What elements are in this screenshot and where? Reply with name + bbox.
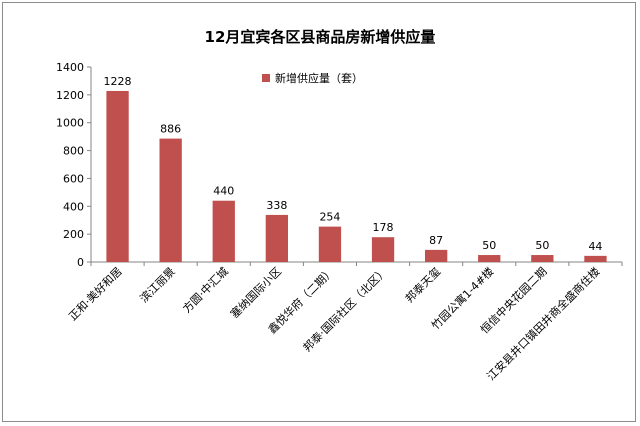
bar	[106, 90, 129, 262]
category-label: 邦泰·国际社区（北区）	[300, 264, 390, 354]
category-label: 邦泰天玺	[402, 264, 443, 305]
bar	[318, 226, 342, 262]
y-tick-label: 600	[63, 172, 84, 185]
category-label: 江安县井口镇田井商全盛商住楼	[484, 264, 603, 383]
bar	[424, 249, 448, 262]
y-tick-label: 1000	[56, 117, 84, 130]
legend-label: 新增供应量（套）	[275, 71, 363, 85]
data-label: 87	[429, 234, 443, 247]
category-labels: 正和·美好和居 滨江丽景 方圆·中汇城塞纳国际小区鑫悦华府（二期）邦泰·国际社区（北…	[66, 264, 603, 383]
data-label: 1228	[104, 75, 132, 88]
legend: 新增供应量（套）	[262, 71, 363, 85]
bar	[531, 255, 554, 262]
data-label: 50	[482, 239, 496, 252]
category-label: 塞纳国际小区	[227, 264, 284, 321]
y-tick-label: 0	[77, 256, 84, 269]
data-label: 338	[266, 199, 287, 212]
y-tick-label: 200	[63, 228, 84, 241]
data-label: 440	[213, 185, 234, 198]
bar	[265, 214, 289, 262]
bar	[478, 255, 501, 262]
bars	[106, 90, 607, 262]
chart-title: 12月宜宾各区县商品房新增供应量	[204, 28, 436, 46]
bar	[212, 200, 235, 262]
y-tick-label: 800	[63, 145, 84, 158]
y-axis-ticks: 0 200 400 600 800 1000 1200 1400	[56, 61, 91, 269]
bar	[371, 237, 395, 262]
y-tick-label: 400	[63, 200, 84, 213]
bar	[584, 255, 607, 262]
y-tick-label: 1400	[56, 61, 84, 74]
data-label: 178	[373, 221, 394, 234]
data-label: 50	[535, 239, 549, 252]
bar	[159, 138, 182, 262]
data-label: 254	[319, 211, 340, 224]
data-label: 886	[160, 123, 181, 136]
legend-swatch	[262, 74, 270, 82]
category-label: 滨江丽景	[137, 264, 178, 305]
y-tick-label: 1200	[56, 89, 84, 102]
category-label: 正和·美好和居	[66, 264, 125, 323]
data-label: 44	[588, 240, 602, 253]
category-label: 方圆·中汇城	[180, 264, 231, 315]
data-labels: 1228 886 440 338 254 178 87 50 50 44	[104, 75, 603, 253]
